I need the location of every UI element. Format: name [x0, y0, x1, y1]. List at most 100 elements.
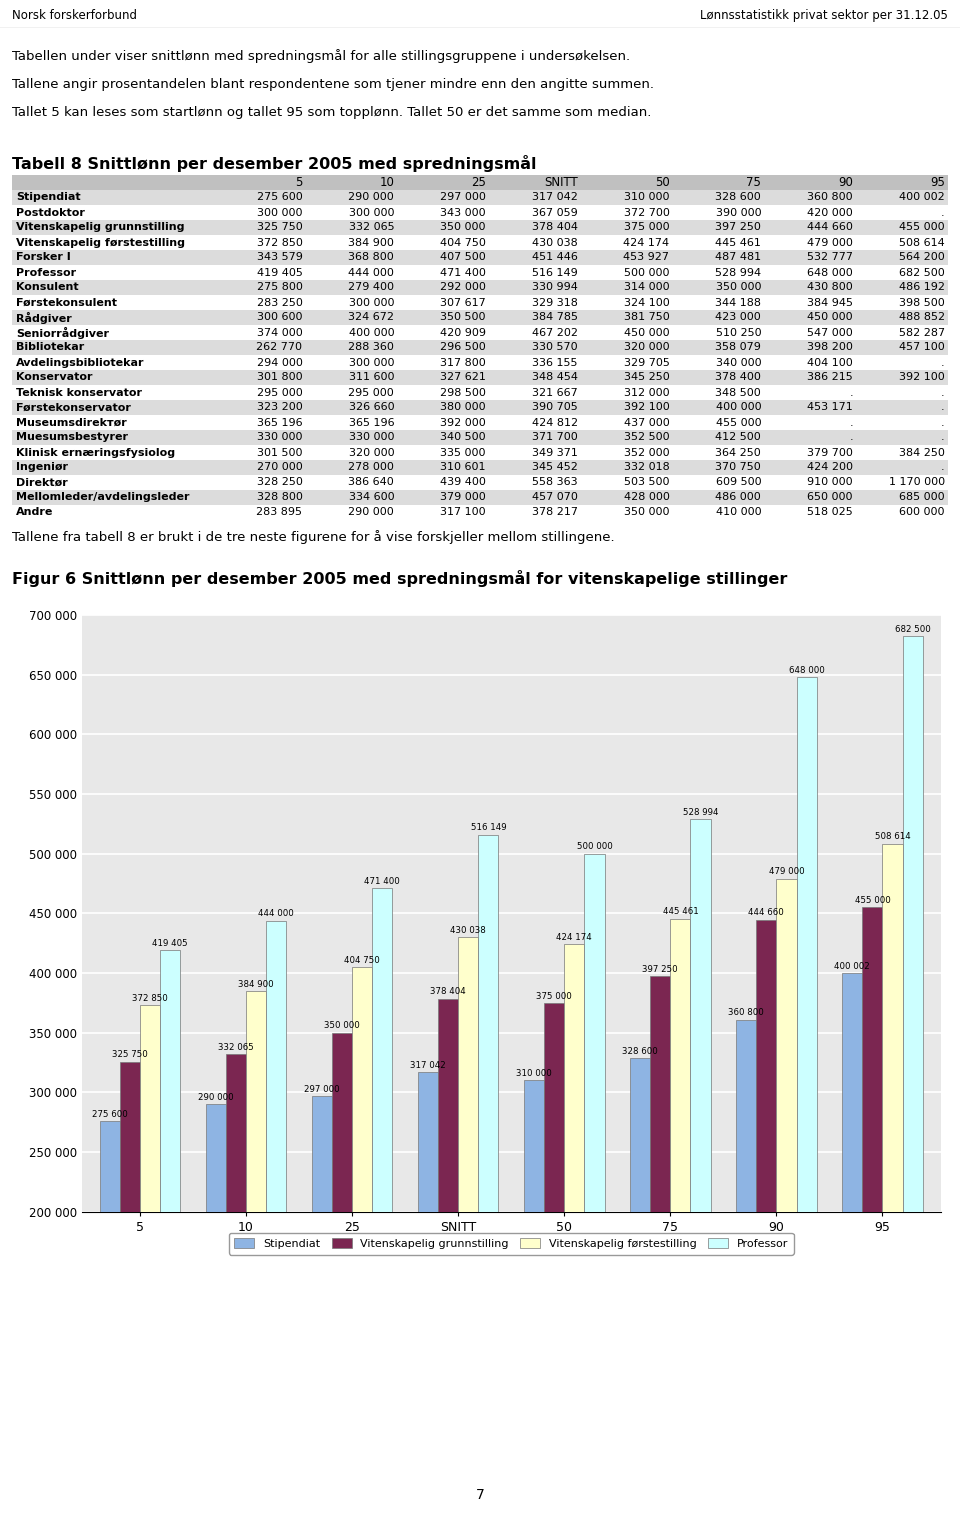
- Text: 317 800: 317 800: [441, 358, 486, 367]
- Text: 344 188: 344 188: [715, 298, 761, 308]
- Bar: [672, 505, 764, 521]
- Bar: [305, 266, 397, 279]
- Text: 328 600: 328 600: [715, 193, 761, 202]
- Bar: [672, 370, 764, 386]
- Text: Seniorrådgiver: Seniorrådgiver: [16, 326, 109, 339]
- Bar: [489, 460, 581, 475]
- Text: 292 000: 292 000: [440, 282, 486, 293]
- Text: 290 000: 290 000: [198, 1093, 233, 1102]
- Text: 75: 75: [746, 176, 761, 190]
- Text: 558 363: 558 363: [532, 478, 578, 487]
- Text: Tallene fra tabell 8 er brukt i de tre neste figurene for å vise forskjeller mel: Tallene fra tabell 8 er brukt i de tre n…: [12, 530, 615, 543]
- Text: 384 945: 384 945: [807, 298, 853, 308]
- Text: 275 600: 275 600: [92, 1110, 128, 1119]
- Bar: [855, 386, 948, 401]
- Text: 330 994: 330 994: [532, 282, 578, 293]
- Text: 297 000: 297 000: [304, 1084, 340, 1093]
- Text: 424 200: 424 200: [807, 463, 853, 472]
- Text: 407 500: 407 500: [441, 252, 486, 263]
- Text: 437 000: 437 000: [624, 417, 669, 428]
- Text: 445 461: 445 461: [715, 237, 761, 247]
- Bar: [764, 430, 855, 445]
- Bar: [397, 445, 489, 460]
- Bar: [585, 853, 605, 1450]
- Bar: [672, 414, 764, 430]
- Bar: [581, 294, 672, 310]
- Bar: [489, 294, 581, 310]
- Bar: [581, 266, 672, 279]
- Bar: [581, 505, 672, 521]
- Bar: [213, 235, 305, 250]
- Bar: [397, 220, 489, 235]
- Bar: [305, 279, 397, 294]
- Bar: [764, 340, 855, 355]
- Text: 518 025: 518 025: [807, 507, 853, 518]
- Bar: [305, 220, 397, 235]
- Text: 398 500: 398 500: [899, 298, 945, 308]
- Bar: [581, 340, 672, 355]
- Text: 320 000: 320 000: [624, 343, 669, 352]
- Text: Bibliotekar: Bibliotekar: [16, 343, 84, 352]
- Bar: [397, 386, 489, 401]
- Bar: [397, 475, 489, 490]
- Text: Rådgiver: Rådgiver: [16, 311, 72, 323]
- Bar: [213, 401, 305, 414]
- Text: 50: 50: [655, 176, 669, 190]
- Bar: [305, 386, 397, 401]
- Bar: [213, 355, 305, 370]
- Text: 360 800: 360 800: [729, 1008, 764, 1017]
- Bar: [305, 294, 397, 310]
- Text: 330 000: 330 000: [348, 433, 395, 443]
- Text: 528 994: 528 994: [683, 808, 718, 817]
- Text: 290 000: 290 000: [348, 193, 395, 202]
- Bar: [160, 950, 180, 1450]
- Bar: [544, 1003, 564, 1450]
- Bar: [489, 235, 581, 250]
- Bar: [213, 505, 305, 521]
- Text: 317 042: 317 042: [532, 193, 578, 202]
- Text: 352 500: 352 500: [624, 433, 669, 443]
- Bar: [855, 266, 948, 279]
- Bar: [855, 205, 948, 220]
- Bar: [855, 279, 948, 294]
- Text: 332 018: 332 018: [624, 463, 669, 472]
- Bar: [213, 370, 305, 386]
- Text: 508 614: 508 614: [875, 832, 910, 841]
- Text: 430 038: 430 038: [532, 237, 578, 247]
- Bar: [764, 445, 855, 460]
- Text: 279 400: 279 400: [348, 282, 395, 293]
- Text: 424 174: 424 174: [623, 237, 669, 247]
- Text: 372 850: 372 850: [132, 994, 168, 1003]
- Text: 532 777: 532 777: [807, 252, 853, 263]
- Text: 95: 95: [930, 176, 945, 190]
- Bar: [855, 294, 948, 310]
- Bar: [581, 414, 672, 430]
- Bar: [305, 310, 397, 325]
- Bar: [855, 445, 948, 460]
- Bar: [438, 999, 458, 1450]
- Bar: [764, 386, 855, 401]
- Bar: [397, 235, 489, 250]
- Bar: [305, 370, 397, 386]
- Bar: [12, 310, 213, 325]
- Bar: [305, 414, 397, 430]
- Bar: [397, 294, 489, 310]
- Text: 390 000: 390 000: [715, 208, 761, 217]
- Bar: [855, 401, 948, 414]
- Bar: [855, 414, 948, 430]
- Text: 648 000: 648 000: [807, 267, 853, 278]
- Bar: [213, 340, 305, 355]
- Bar: [672, 250, 764, 266]
- Bar: [397, 190, 489, 205]
- Text: 317 100: 317 100: [441, 507, 486, 518]
- Bar: [12, 445, 213, 460]
- Bar: [305, 460, 397, 475]
- Text: 307 617: 307 617: [441, 298, 486, 308]
- Bar: [305, 250, 397, 266]
- Text: 600 000: 600 000: [900, 507, 945, 518]
- Bar: [690, 820, 710, 1450]
- Bar: [489, 490, 581, 505]
- Text: 340 500: 340 500: [441, 433, 486, 443]
- Bar: [855, 340, 948, 355]
- Text: 450 000: 450 000: [807, 313, 853, 322]
